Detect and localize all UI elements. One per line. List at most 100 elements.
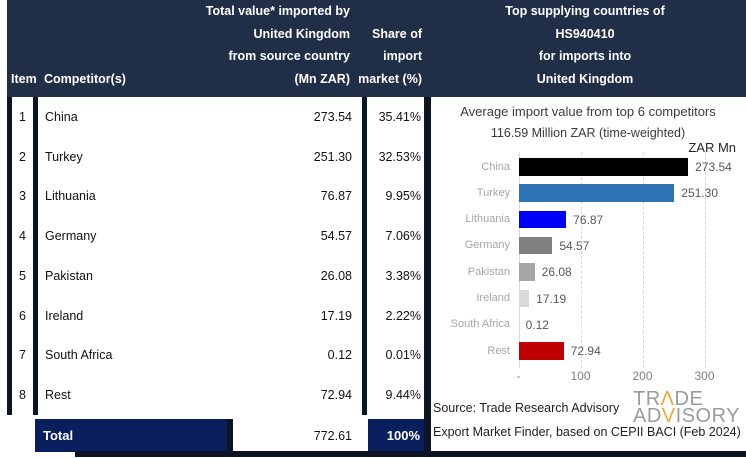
right-header-line-1: Top supplying countries of <box>505 4 665 19</box>
row-share: 3.38% <box>385 268 421 283</box>
chart-bar-label: Pakistan <box>467 265 510 278</box>
chart-value-label: 273.54 <box>695 160 732 174</box>
chart-bar <box>518 289 530 307</box>
table-row: 5 Pakistan 26.08 3.38% <box>7 256 424 296</box>
chart-bar <box>518 158 689 176</box>
item-column-border <box>33 97 38 415</box>
row-competitor: Pakistan <box>45 268 93 283</box>
row-competitor: Germany <box>45 229 97 244</box>
chart-value-label: 72.94 <box>570 344 601 359</box>
chart-value-label: 76.87 <box>573 212 604 227</box>
table-row: 6 Ireland 17.19 2.22% <box>7 296 424 336</box>
chart-panel-header: Top supplying countries of HS940410 for … <box>430 0 740 90</box>
row-share: 9.44% <box>385 388 421 403</box>
value-header-line-4: (Mn ZAR) <box>294 71 350 86</box>
right-header-line-2: HS940410 <box>555 26 615 41</box>
row-item-number: 3 <box>19 189 26 204</box>
right-header-line-4: United Kingdom <box>536 71 634 86</box>
chart-bar-label: China <box>481 160 510 173</box>
row-value: 76.87 <box>320 189 352 204</box>
row-share: 35.41% <box>378 109 421 124</box>
total-divider-strip <box>227 419 233 452</box>
chart-tick-label: 200 <box>632 369 653 383</box>
chart-gridline <box>704 152 706 368</box>
panel-divider <box>424 97 431 452</box>
total-share: 100% <box>368 419 424 452</box>
table-body: 1 China 273.54 35.41% 2 Turkey 251.30 32.53% 3 Li… <box>7 97 424 415</box>
chart-tick-label: 100 <box>570 369 591 383</box>
logo-line-1: TRΛDE <box>633 388 704 410</box>
logo-line-2: ADVISORY <box>633 405 741 427</box>
chart-subtitle: 116.59 Million ZAR (time-weighted) <box>490 126 686 140</box>
total-label: Total <box>35 419 227 452</box>
row-value: 54.57 <box>320 229 352 244</box>
column-header-total-value: Total value* imported by United Kingdom … <box>107 0 350 90</box>
logo-caret-icon: Λ <box>660 388 675 410</box>
table-row: 2 Turkey 251.30 32.53% <box>7 137 424 177</box>
bottom-border-bar <box>75 451 746 457</box>
chart-bar <box>518 263 535 281</box>
total-value: 772.61 <box>233 419 368 452</box>
chart-bar <box>518 236 553 255</box>
chart-tick-label: 300 <box>694 369 715 383</box>
logo-vee-icon: V <box>661 405 676 427</box>
row-item-number: 6 <box>19 308 26 323</box>
column-header-item: Item <box>11 71 37 86</box>
bar-chart: Average import value from top 6 competit… <box>430 97 746 390</box>
value-header-line-1: Total value* imported by <box>205 4 350 19</box>
source-line-2: Export Market Finder, based on CEPII BAC… <box>433 425 741 439</box>
chart-bar <box>518 342 564 360</box>
row-competitor: Ireland <box>45 308 84 323</box>
row-share: 9.95% <box>385 189 421 204</box>
value-header-line-2: United Kingdom <box>253 26 350 41</box>
chart-bar-label: Turkey <box>476 186 510 199</box>
column-header-share: Share of import market (%) <box>347 23 422 90</box>
table-header-band: Item Competitor(s) Total value* imported… <box>7 0 746 97</box>
row-item-number: 1 <box>19 109 26 124</box>
chart-axis-line <box>518 152 520 368</box>
value-column-border <box>362 97 367 415</box>
chart-bar <box>518 184 675 202</box>
row-item-number: 4 <box>19 229 26 244</box>
row-value: 26.08 <box>320 268 352 283</box>
row-item-number: 7 <box>19 348 26 363</box>
chart-gridline <box>580 152 582 368</box>
chart-title: Average import value from top 6 competit… <box>460 104 716 119</box>
row-competitor: Rest <box>45 388 71 403</box>
share-header-line-3: market (%) <box>358 71 422 86</box>
total-row: Total 772.61 100% <box>7 419 424 452</box>
row-share: 0.01% <box>385 348 421 363</box>
source-line-1: Source: Trade Research Advisory <box>433 401 620 415</box>
row-share: 32.53% <box>378 149 421 164</box>
table-row: 7 South Africa 0.12 0.01% <box>7 336 424 376</box>
table-row: 1 China 273.54 35.41% <box>7 97 424 137</box>
row-value: 273.54 <box>313 109 352 124</box>
value-header-line-3: from source country <box>228 49 350 64</box>
row-competitor: Lithuania <box>45 189 96 204</box>
table-row: 3 Lithuania 76.87 9.95% <box>7 177 424 217</box>
table-row: 8 Rest 72.94 9.44% <box>7 375 424 415</box>
chart-value-label: 0.12 <box>525 317 549 332</box>
row-competitor: South Africa <box>45 348 113 363</box>
chart-value-label: 17.19 <box>536 291 567 306</box>
chart-bar-label: Lithuania <box>465 213 510 226</box>
row-value: 17.19 <box>320 308 352 323</box>
chart-value-label: 26.08 <box>541 265 572 280</box>
chart-gridline <box>642 152 644 368</box>
row-item-number: 2 <box>19 149 26 164</box>
row-value: 251.30 <box>313 149 352 164</box>
chart-bar-label: Rest <box>487 344 510 357</box>
share-header-line-2: import <box>383 49 422 64</box>
total-blank-cell <box>7 419 35 452</box>
chart-value-label: 251.30 <box>681 186 718 201</box>
trade-advisory-logo: TRΛDE ADVISORY <box>633 388 741 427</box>
row-share: 2.22% <box>385 308 421 323</box>
chart-value-label: 54.57 <box>559 238 590 253</box>
table-left-border <box>7 97 12 415</box>
chart-tick-label: - <box>516 369 521 383</box>
row-competitor: Turkey <box>45 149 83 164</box>
right-header-line-3: for imports into <box>538 49 632 64</box>
row-value: 0.12 <box>327 348 352 363</box>
chart-bar-label: South Africa <box>450 318 510 331</box>
